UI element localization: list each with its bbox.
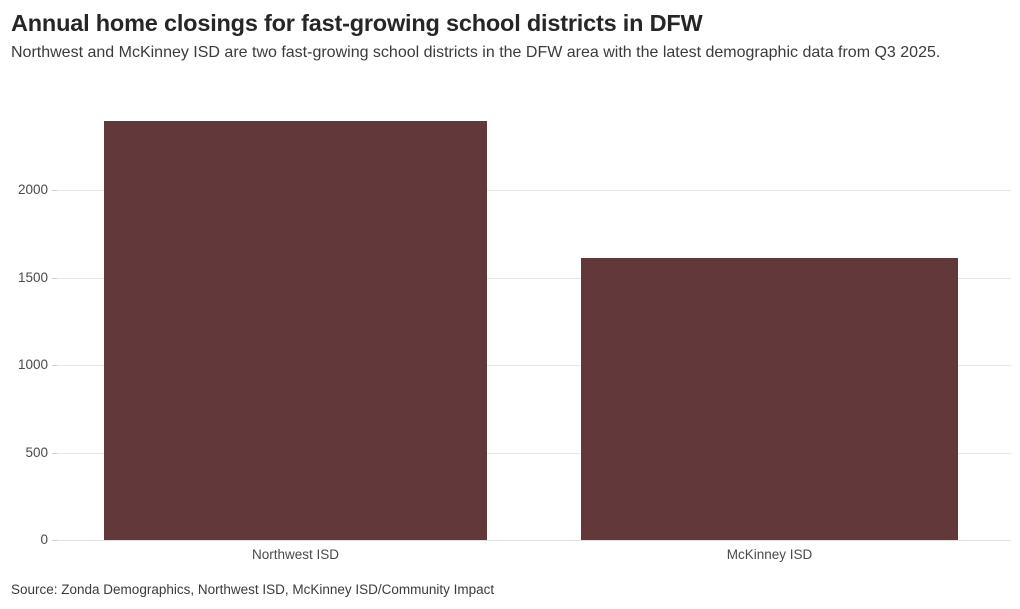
bar-northwest-isd[interactable] (104, 121, 487, 540)
gridline-1500 (57, 278, 1011, 279)
xtick-label-mckinney-isd: McKinney ISD (726, 547, 813, 562)
gridline-500 (57, 453, 1011, 454)
gridline-0 (57, 540, 1011, 541)
ytick-label-1500: 1500 (17, 270, 48, 285)
ytick-mark-1000 (52, 365, 57, 366)
ytick-mark-500 (52, 453, 57, 454)
bar-mckinney-isd[interactable] (581, 258, 958, 540)
gridline-2000 (57, 190, 1011, 191)
ytick-label-1000: 1000 (17, 357, 48, 372)
ytick-mark-0 (52, 540, 57, 541)
xtick-label-northwest-isd: Northwest ISD (251, 547, 340, 562)
ytick-label-2000: 2000 (17, 182, 48, 197)
ytick-mark-2000 (52, 190, 57, 191)
chart-subtitle: Northwest and McKinney ISD are two fast-… (11, 44, 941, 61)
source-caption: Source: Zonda Demographics, Northwest IS… (11, 582, 495, 597)
page-title: Annual home closings for fast-growing sc… (11, 10, 703, 36)
gridline-1000 (57, 365, 1011, 366)
ytick-label-0: 0 (40, 532, 48, 547)
ytick-mark-1500 (52, 278, 57, 279)
chart-header: Annual home closings for fast-growing sc… (11, 8, 1001, 63)
ytick-label-500: 500 (25, 445, 48, 460)
